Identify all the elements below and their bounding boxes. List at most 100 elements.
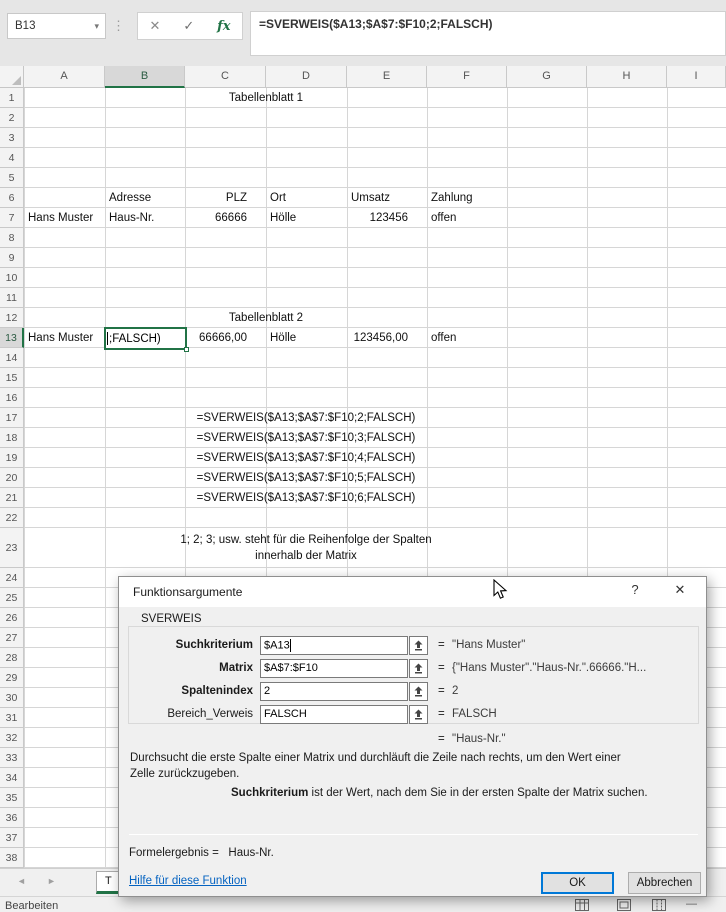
row-header-36[interactable]: 36 — [0, 808, 24, 828]
cell-E6[interactable]: Umsatz — [351, 192, 390, 204]
confirm-entry-icon[interactable]: ✓ — [183, 18, 195, 33]
cell-D13[interactable]: Hölle — [270, 332, 297, 344]
cell-C6[interactable]: PLZ — [225, 192, 247, 204]
cell-E7[interactable]: 123456 — [369, 212, 408, 224]
cell-B21[interactable]: =SVERWEIS($A13;$A$7:$F10;6;FALSCH) — [196, 492, 416, 504]
row-header-11[interactable]: 11 — [0, 288, 24, 308]
row-header-34[interactable]: 34 — [0, 768, 24, 788]
row-header-21[interactable]: 21 — [0, 488, 24, 508]
row-header-5[interactable]: 5 — [0, 168, 24, 188]
normal-view-icon[interactable] — [575, 899, 589, 911]
column-header-I[interactable]: I — [667, 66, 726, 88]
cell-C7[interactable]: 66666 — [215, 212, 247, 224]
select-all-corner[interactable] — [0, 66, 24, 88]
row-header-16[interactable]: 16 — [0, 388, 24, 408]
row-header-7[interactable]: 7 — [0, 208, 24, 228]
cell-C12[interactable]: Tabellenblatt 2 — [228, 312, 304, 324]
page-layout-view-icon[interactable] — [617, 899, 631, 911]
cell-A7[interactable]: Hans Muster — [28, 212, 94, 224]
cancel-button[interactable]: Abbrechen — [628, 872, 701, 894]
cell-F7[interactable]: offen — [431, 212, 457, 224]
zoom-out-icon[interactable]: — — [686, 898, 697, 910]
row-header-35[interactable]: 35 — [0, 788, 24, 808]
row-header-32[interactable]: 32 — [0, 728, 24, 748]
row-header-27[interactable]: 27 — [0, 628, 24, 648]
cell-F6[interactable]: Zahlung — [431, 192, 473, 204]
insert-function-icon[interactable]: fx — [217, 18, 231, 34]
cell-editor-B13[interactable]: ;FALSCH) — [104, 327, 189, 352]
cell-D7[interactable]: Hölle — [270, 212, 297, 224]
column-header-D[interactable]: D — [266, 66, 347, 88]
column-header-E[interactable]: E — [347, 66, 427, 88]
row-header-6[interactable]: 6 — [0, 188, 24, 208]
column-header-C[interactable]: C — [185, 66, 266, 88]
collapse-dialog-button-Suchkriterium[interactable] — [409, 636, 428, 655]
collapse-dialog-button-Matrix[interactable] — [409, 659, 428, 678]
column-header-A[interactable]: A — [24, 66, 105, 88]
row-header-9[interactable]: 9 — [0, 248, 24, 268]
column-header-F[interactable]: F — [427, 66, 507, 88]
prev-sheet-icon[interactable]: ◄ — [17, 876, 26, 886]
row-header-19[interactable]: 19 — [0, 448, 24, 468]
row-header-10[interactable]: 10 — [0, 268, 24, 288]
row-header-30[interactable]: 30 — [0, 688, 24, 708]
collapse-dialog-button-Spaltenindex[interactable] — [409, 682, 428, 701]
cell-B23[interactable]: 1; 2; 3; usw. steht für die Reihenfolge … — [180, 534, 432, 562]
cancel-entry-icon[interactable]: ✕ — [149, 18, 161, 33]
cell-C13[interactable]: 66666,00 — [199, 332, 247, 344]
row-header-2[interactable]: 2 — [0, 108, 24, 128]
cell-F13[interactable]: offen — [431, 332, 457, 344]
row-header-29[interactable]: 29 — [0, 668, 24, 688]
row-header-13[interactable]: 13 — [0, 328, 24, 348]
argument-input-Suchkriterium[interactable]: $A13 — [260, 636, 408, 655]
cell-C1[interactable]: Tabellenblatt 1 — [228, 92, 304, 104]
cell-B6[interactable]: Adresse — [109, 192, 152, 204]
row-header-22[interactable]: 22 — [0, 508, 24, 528]
row-header-18[interactable]: 18 — [0, 428, 24, 448]
column-header-B[interactable]: B — [105, 66, 185, 88]
dialog-help-button[interactable]: ? — [631, 582, 639, 597]
row-header-4[interactable]: 4 — [0, 148, 24, 168]
formula-bar-splitter-icon[interactable]: ⋮ — [112, 18, 125, 33]
row-header-31[interactable]: 31 — [0, 708, 24, 728]
ok-button[interactable]: OK — [541, 872, 614, 894]
argument-input-Bereich_Verweis[interactable]: FALSCH — [260, 705, 408, 724]
cell-B20[interactable]: =SVERWEIS($A13;$A$7:$F10;5;FALSCH) — [196, 472, 416, 484]
row-header-26[interactable]: 26 — [0, 608, 24, 628]
row-header-23[interactable]: 23 — [0, 528, 24, 568]
help-link[interactable]: Hilfe für diese Funktion — [129, 875, 247, 887]
row-header-15[interactable]: 15 — [0, 368, 24, 388]
name-box[interactable]: B13 ▾ — [7, 13, 106, 39]
next-sheet-icon[interactable]: ► — [47, 876, 56, 886]
row-header-3[interactable]: 3 — [0, 128, 24, 148]
argument-input-Spaltenindex[interactable]: 2 — [260, 682, 408, 701]
cell-E13[interactable]: 123456,00 — [353, 332, 408, 344]
argument-input-Matrix[interactable]: $A$7:$F10 — [260, 659, 408, 678]
column-header-H[interactable]: H — [587, 66, 667, 88]
row-header-1[interactable]: 1 — [0, 88, 24, 108]
column-header-G[interactable]: G — [507, 66, 587, 88]
cell-B17[interactable]: =SVERWEIS($A13;$A$7:$F10;2;FALSCH) — [196, 412, 416, 424]
row-header-25[interactable]: 25 — [0, 588, 24, 608]
dialog-close-icon[interactable]: ✕ — [674, 582, 686, 597]
fill-handle[interactable] — [184, 347, 189, 352]
cell-B7[interactable]: Haus-Nr. — [109, 212, 155, 224]
cell-D6[interactable]: Ort — [270, 192, 286, 204]
name-box-dropdown-icon[interactable]: ▾ — [94, 21, 99, 31]
row-header-37[interactable]: 37 — [0, 828, 24, 848]
row-header-38[interactable]: 38 — [0, 848, 24, 868]
formula-bar-input[interactable]: =SVERWEIS($A13;$A$7:$F10;2;FALSCH) — [250, 11, 726, 56]
row-header-20[interactable]: 20 — [0, 468, 24, 488]
cell-B18[interactable]: =SVERWEIS($A13;$A$7:$F10;3;FALSCH) — [196, 432, 416, 444]
dialog-titlebar[interactable] — [119, 577, 706, 607]
row-header-24[interactable]: 24 — [0, 568, 24, 588]
page-break-view-icon[interactable] — [652, 899, 666, 911]
cell-A13[interactable]: Hans Muster — [28, 332, 94, 344]
row-header-14[interactable]: 14 — [0, 348, 24, 368]
row-header-33[interactable]: 33 — [0, 748, 24, 768]
row-header-28[interactable]: 28 — [0, 648, 24, 668]
collapse-dialog-button-Bereich_Verweis[interactable] — [409, 705, 428, 724]
row-header-8[interactable]: 8 — [0, 228, 24, 248]
row-header-12[interactable]: 12 — [0, 308, 24, 328]
cell-B19[interactable]: =SVERWEIS($A13;$A$7:$F10;4;FALSCH) — [196, 452, 416, 464]
